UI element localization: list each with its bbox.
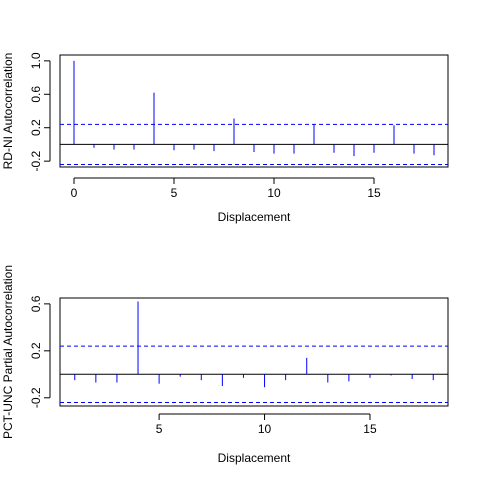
acf-y-axis-label: RD-NI Autocorrelation (1, 53, 15, 170)
acf-y-axis: -0.2 0.2 0.6 1.0 (29, 52, 51, 171)
pacf-y-axis: -0.2 0.2 0.6 (29, 295, 51, 408)
acf-x-tick-label: 0 (71, 186, 78, 200)
acf-x-axis-label: Displacement (218, 210, 291, 224)
acf-y-tick-label: 0.6 (29, 86, 43, 103)
pacf-x-tick-label: 15 (363, 422, 377, 436)
acf-panel: 0 5 10 15 -0.2 0.2 0.6 1.0 Displacement RD-NI … (1, 52, 449, 224)
pacf-x-axis: 5 10 15 (156, 413, 377, 436)
pacf-y-tick-label: -0.2 (29, 387, 43, 408)
acf-plot-frame (59, 54, 449, 168)
acf-spikes (73, 60, 435, 157)
acf-y-tick-label: 0.2 (29, 119, 43, 136)
acf-x-tick-label: 15 (367, 186, 381, 200)
acf-confidence-bounds (60, 123, 448, 165)
pacf-y-tick-label: 0.2 (29, 342, 43, 359)
pacf-confidence-bounds (60, 345, 448, 403)
pacf-panel: 5 10 15 -0.2 0.2 0.6 Displacement PCT-UNC Pa… (1, 265, 449, 465)
acf-y-tick-label: 1.0 (29, 52, 43, 69)
pacf-x-axis-label: Displacement (218, 451, 291, 465)
pacf-spikes (74, 301, 434, 388)
acf-x-tick-label: 5 (171, 186, 178, 200)
acf-x-axis: 0 5 10 15 (71, 177, 381, 200)
acf-x-tick-label: 10 (267, 186, 281, 200)
pacf-y-axis-label: PCT-UNC Partial Autocorrelation (1, 265, 15, 439)
pacf-x-tick-label: 10 (258, 422, 272, 436)
pacf-plot-frame (59, 297, 449, 407)
acf-y-tick-label: -0.2 (29, 150, 43, 171)
pacf-x-tick-label: 5 (156, 422, 163, 436)
pacf-y-tick-label: 0.6 (29, 295, 43, 312)
